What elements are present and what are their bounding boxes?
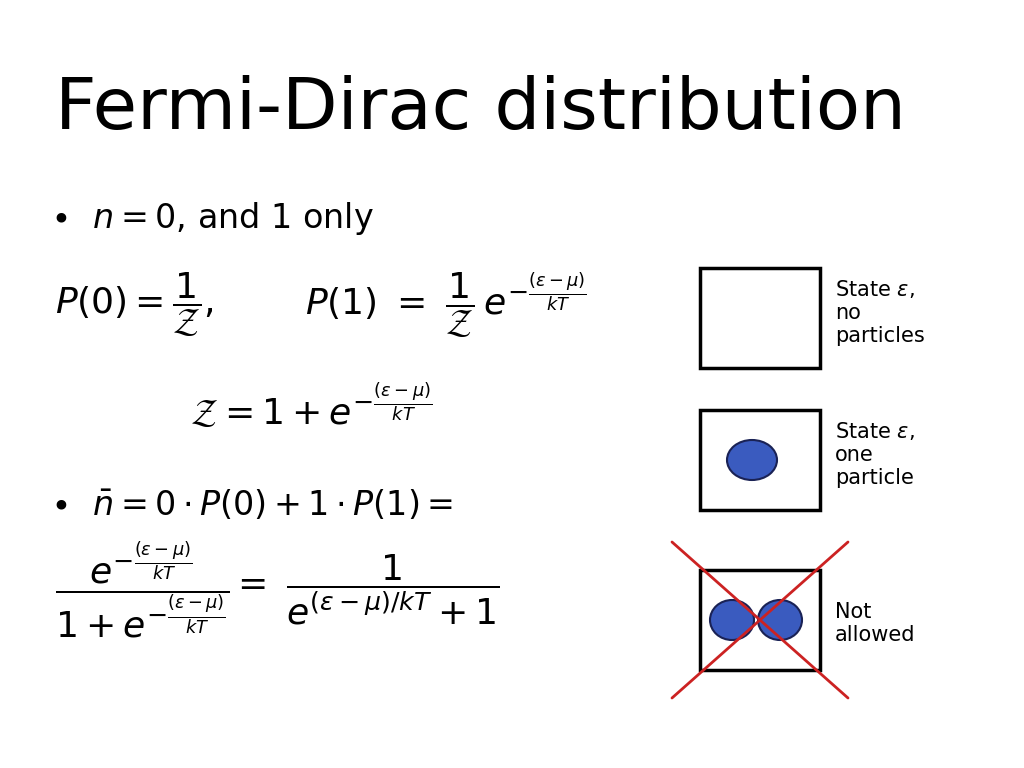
Text: $= \ \dfrac{1}{e^{(\epsilon-\mu)/kT}+1}$: $= \ \dfrac{1}{e^{(\epsilon-\mu)/kT}+1}$ — [230, 553, 500, 627]
Text: $P(1) \ = \ \dfrac{1}{\mathcal{Z}}\, e^{-\frac{(\epsilon-\mu)}{kT}}$: $P(1) \ = \ \dfrac{1}{\mathcal{Z}}\, e^{… — [305, 270, 587, 340]
Text: $\mathcal{Z} = 1 + e^{-\frac{(\epsilon-\mu)}{kT}}$: $\mathcal{Z} = 1 + e^{-\frac{(\epsilon-\… — [190, 382, 432, 432]
Text: $\dfrac{e^{-\frac{(\epsilon-\mu)}{kT}}}{1+e^{-\frac{(\epsilon-\mu)}{kT}}}$: $\dfrac{e^{-\frac{(\epsilon-\mu)}{kT}}}{… — [55, 540, 230, 641]
Bar — [700, 410, 820, 510]
Text: $\bullet\ \ \bar{n} = 0 \cdot P(0) + 1 \cdot P(1) = $: $\bullet\ \ \bar{n} = 0 \cdot P(0) + 1 \… — [50, 488, 453, 522]
Text: State $\epsilon$,
one
particle: State $\epsilon$, one particle — [835, 420, 914, 488]
Ellipse shape — [710, 600, 754, 640]
Text: $P(0) = \dfrac{1}{\mathcal{Z}},$: $P(0) = \dfrac{1}{\mathcal{Z}},$ — [55, 271, 214, 339]
Text: $\bullet\ \ n = 0$, and 1 only: $\bullet\ \ n = 0$, and 1 only — [50, 200, 374, 237]
Bar — [700, 268, 820, 368]
Ellipse shape — [727, 440, 777, 480]
Bar — [700, 570, 820, 670]
Ellipse shape — [758, 600, 802, 640]
Text: Fermi-Dirac distribution: Fermi-Dirac distribution — [55, 75, 906, 144]
Text: Not
allowed: Not allowed — [835, 602, 915, 645]
Text: State $\epsilon$,
no
particles: State $\epsilon$, no particles — [835, 278, 925, 346]
